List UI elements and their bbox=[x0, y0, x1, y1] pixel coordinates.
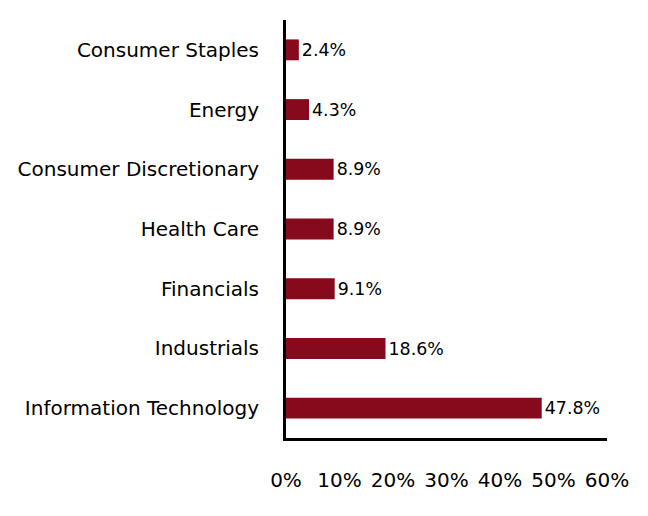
svg-text:Industrials: Industrials bbox=[155, 336, 259, 360]
svg-text:60%: 60% bbox=[585, 468, 629, 492]
svg-text:30%: 30% bbox=[424, 468, 468, 492]
svg-text:2.4%: 2.4% bbox=[302, 40, 346, 60]
svg-text:18.6%: 18.6% bbox=[389, 339, 444, 359]
svg-text:40%: 40% bbox=[478, 468, 522, 492]
svg-text:4.3%: 4.3% bbox=[312, 100, 356, 120]
svg-text:Financials: Financials bbox=[161, 277, 259, 301]
svg-text:Information Technology: Information Technology bbox=[25, 396, 259, 420]
svg-text:9.1%: 9.1% bbox=[338, 279, 382, 299]
svg-text:Health Care: Health Care bbox=[141, 217, 259, 241]
svg-text:Consumer Discretionary: Consumer Discretionary bbox=[18, 157, 260, 181]
svg-text:Consumer Staples: Consumer Staples bbox=[77, 38, 259, 62]
svg-text:8.9%: 8.9% bbox=[337, 219, 381, 239]
svg-text:Energy: Energy bbox=[189, 98, 259, 122]
svg-text:47.8%: 47.8% bbox=[545, 398, 600, 418]
svg-text:8.9%: 8.9% bbox=[337, 159, 381, 179]
svg-text:50%: 50% bbox=[531, 468, 575, 492]
svg-text:20%: 20% bbox=[371, 468, 415, 492]
svg-text:0%: 0% bbox=[270, 468, 302, 492]
svg-text:10%: 10% bbox=[317, 468, 361, 492]
